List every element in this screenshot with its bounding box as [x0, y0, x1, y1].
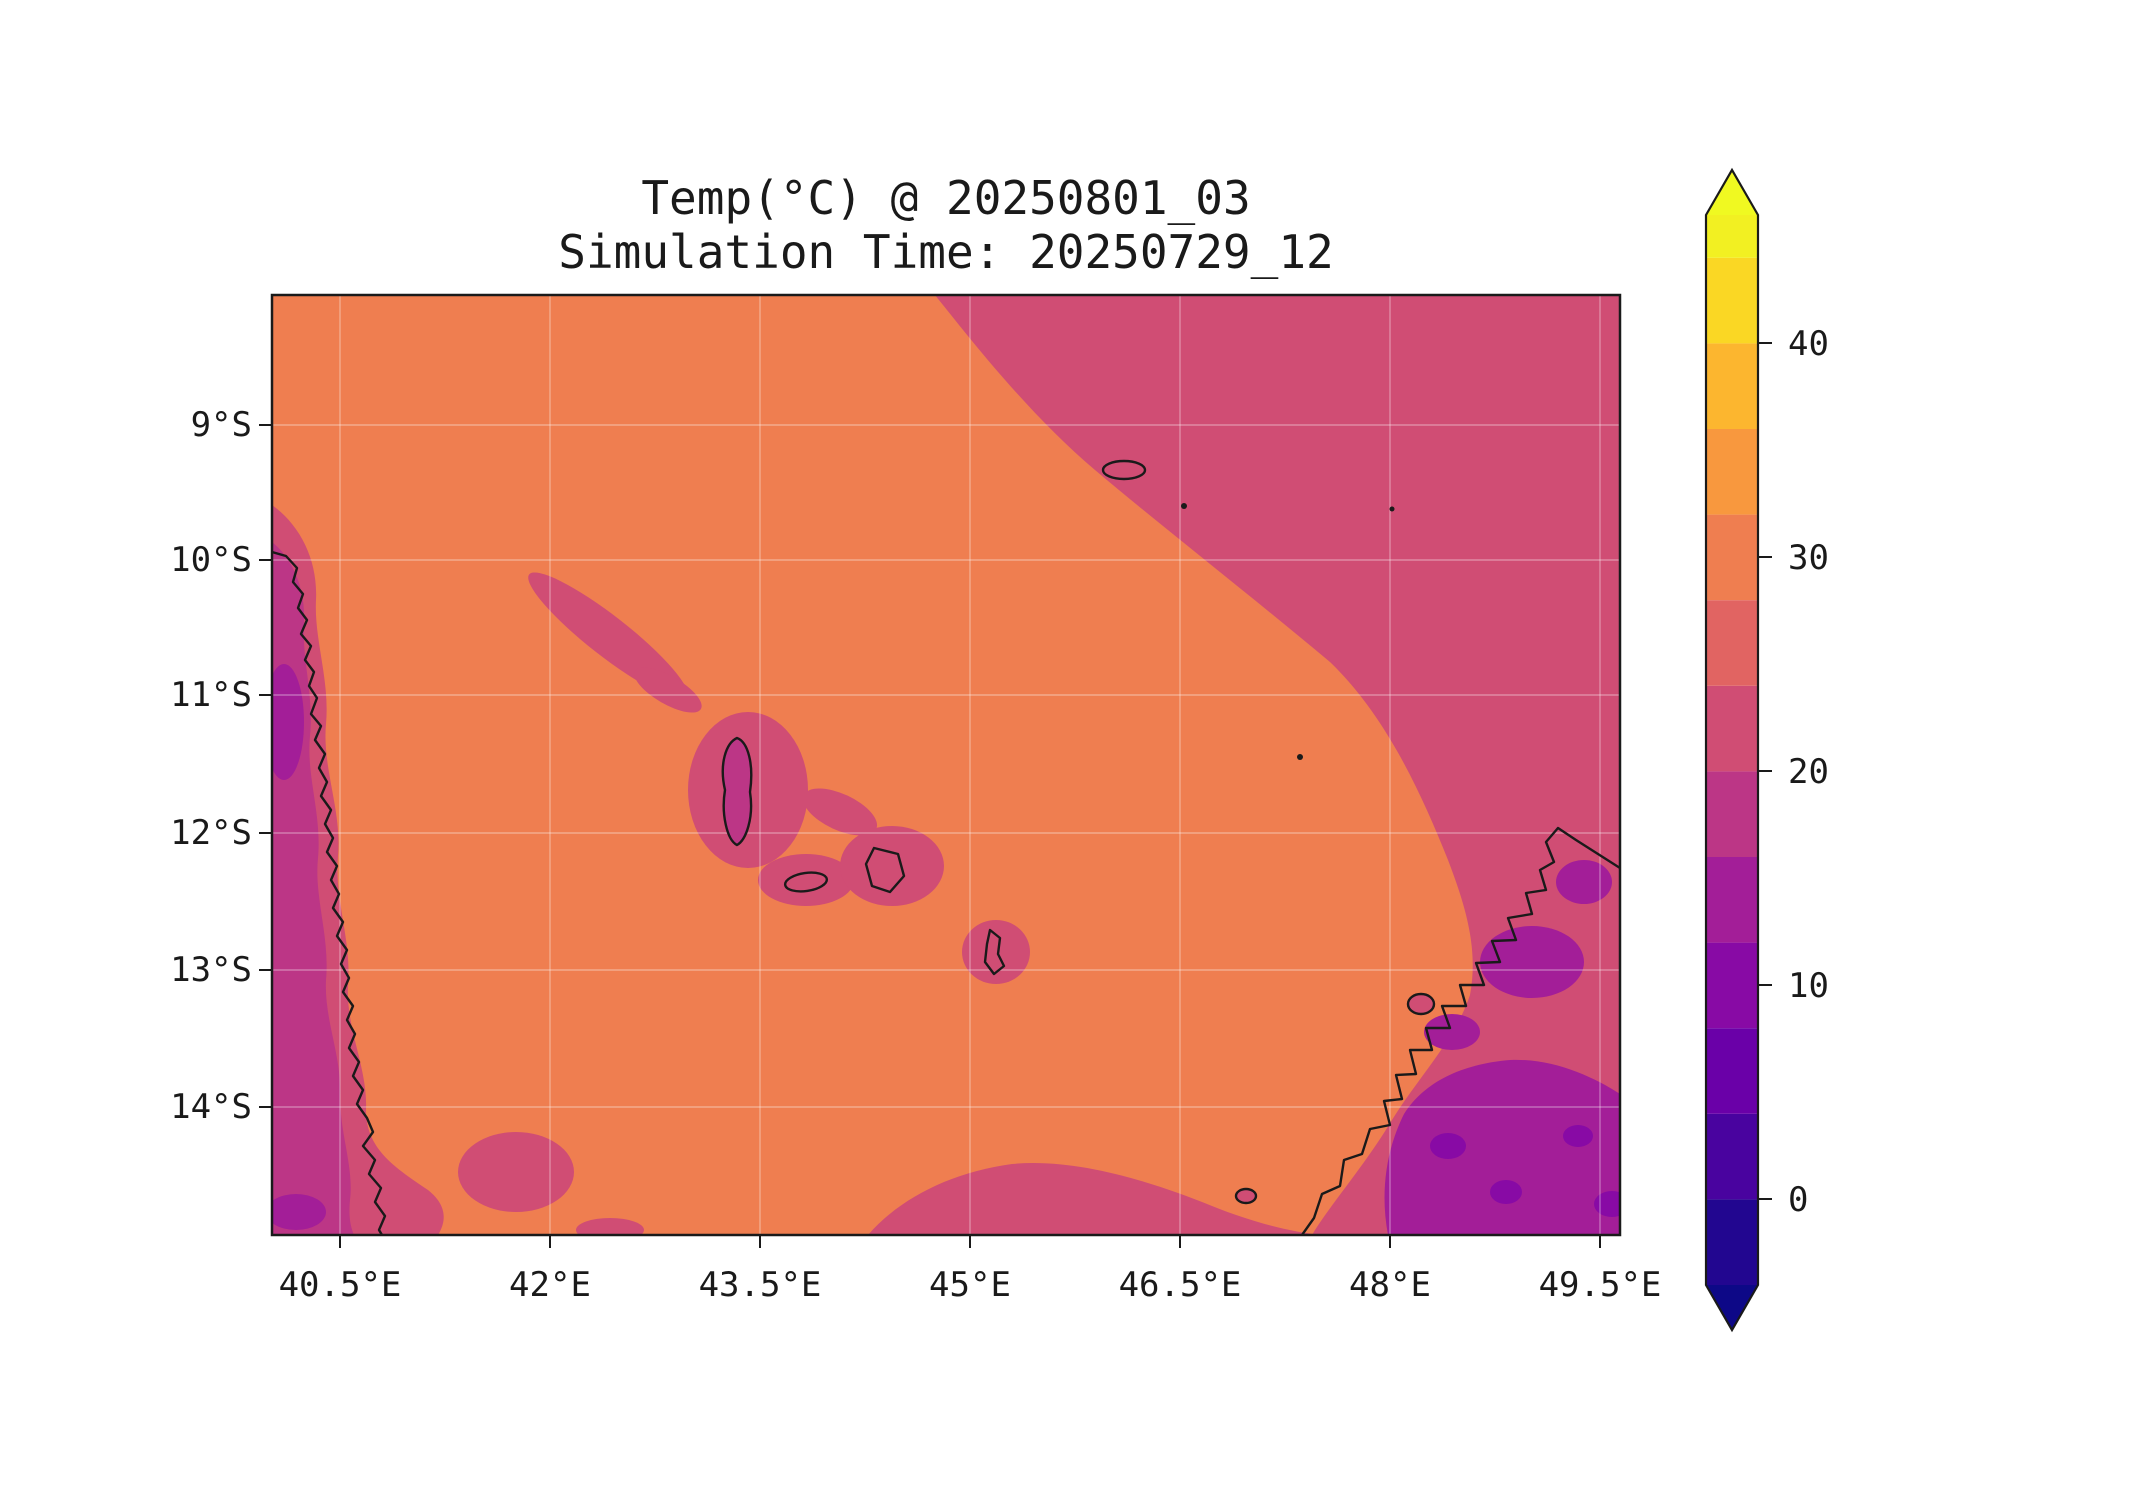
coastline-madagascar — [1300, 826, 1620, 1235]
x-tick-label: 40.5°E — [279, 1265, 402, 1305]
x-tick-label: 45°E — [929, 1265, 1011, 1305]
island-anjouan — [864, 846, 906, 894]
colorbar-band — [1706, 215, 1758, 258]
island-moheli — [783, 871, 829, 893]
region-coast-purple-pocket — [272, 664, 304, 780]
x-tick-label: 42°E — [509, 1265, 591, 1305]
region-comoros-wisp — [802, 788, 878, 836]
island-grande-comore — [721, 736, 753, 847]
region-madagascar-purple-north — [1480, 926, 1584, 998]
x-tick-label: 43.5°E — [699, 1265, 822, 1305]
colorbar-band — [1706, 1199, 1758, 1285]
x-tick-label: 46.5°E — [1119, 1265, 1242, 1305]
region-bottom-cool-band — [868, 1163, 1322, 1235]
gridlines — [272, 295, 1620, 1235]
region-madagascar-purple-west — [1424, 1014, 1480, 1050]
region-highland-pocket — [1430, 1133, 1466, 1159]
colorbar-band — [1706, 942, 1758, 1029]
colorbar-outline — [1704, 167, 1760, 1333]
island-speck — [1181, 503, 1187, 509]
colorbar-under-arrow — [1706, 1285, 1758, 1330]
colorbar: 40 30 20 10 0 — [1704, 167, 1829, 1333]
y-axis-ticks — [259, 424, 272, 1108]
colorbar-tick-label: 10 — [1788, 966, 1829, 1006]
colorbar-tick-label: 20 — [1788, 752, 1829, 792]
y-tick-label: 11°S — [170, 675, 252, 715]
region-madagascar-highlands — [1384, 1059, 1620, 1235]
y-tick-label: 13°S — [170, 950, 252, 990]
colorbar-bands — [1706, 215, 1758, 1285]
colorbar-tick-label: 0 — [1788, 1180, 1808, 1220]
colorbar-band — [1706, 600, 1758, 686]
y-tick-label: 10°S — [170, 540, 252, 580]
y-tick-label: 12°S — [170, 813, 252, 853]
colorbar-band — [1706, 771, 1758, 857]
region-highland-pocket — [1490, 1180, 1522, 1204]
colorbar-band — [1706, 343, 1758, 429]
colorbar-band — [1706, 1113, 1758, 1200]
x-tick-label: 48°E — [1349, 1265, 1431, 1305]
colorbar-tick-label: 40 — [1788, 324, 1829, 364]
region-northeast-cool — [935, 295, 1620, 1235]
plot-border — [270, 293, 1622, 1237]
island-speck — [1389, 506, 1395, 512]
coastlines — [272, 459, 1620, 1235]
colorbar-band — [1706, 514, 1758, 601]
island-nosy-be — [1406, 992, 1436, 1016]
island-aldabra — [1101, 459, 1147, 481]
figure-subtitle: Simulation Time: 20250729_12 — [558, 225, 1333, 279]
figure-title: Temp(°C) @ 20250801_03 — [641, 171, 1250, 225]
colorbar-band — [1706, 429, 1758, 515]
region-highland-pocket — [1563, 1125, 1593, 1147]
region-highland-pocket — [1594, 1191, 1620, 1217]
island-mayotte — [983, 928, 1006, 976]
colorbar-tick-marks — [1758, 342, 1772, 1200]
region-south-rose-blob — [458, 1132, 574, 1212]
region-bottom-rose-speck — [576, 1218, 644, 1235]
colorbar-band — [1706, 1028, 1758, 1114]
region-madagascar-purple-tip — [1556, 860, 1612, 904]
island-speck — [1297, 754, 1303, 760]
colorbar-band — [1706, 857, 1758, 943]
y-tick-label: 9°S — [191, 405, 252, 445]
colorbar-over-arrow — [1706, 170, 1758, 215]
island-coastal-islet — [1234, 1187, 1258, 1205]
x-tick-label: 49.5°E — [1539, 1265, 1662, 1305]
colorbar-band — [1706, 685, 1758, 772]
colorbar-tick-label: 30 — [1788, 538, 1829, 578]
y-tick-label: 14°S — [170, 1087, 252, 1127]
coastline-africa — [272, 550, 387, 1235]
x-axis-ticks — [339, 1235, 1601, 1248]
region-cool-streak-tail — [634, 667, 702, 713]
map-plot — [272, 295, 1620, 1235]
region-coast-purple-pocket-south — [272, 1194, 326, 1230]
colorbar-band — [1706, 257, 1758, 344]
